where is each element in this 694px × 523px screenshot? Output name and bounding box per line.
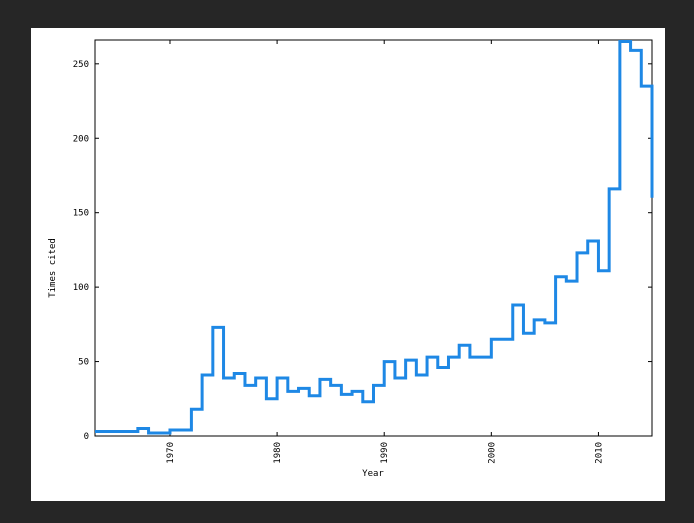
y-tick-label: 50 (78, 358, 89, 368)
y-tick-label: 200 (73, 134, 89, 144)
x-axis: 1970 1980 1990 2000 2010 (166, 40, 604, 464)
y-axis-title: Times cited (48, 238, 58, 298)
x-tick-label: 1970 (166, 442, 176, 464)
chart-frame: 0 50 100 150 200 250 1970 1980 1990 2000 2010 Yea… (31, 28, 665, 501)
plot-area (94, 39, 653, 437)
x-tick-label: 1990 (380, 442, 390, 464)
y-tick-label: 250 (73, 60, 89, 70)
x-axis-title: Year (362, 469, 384, 479)
y-tick-label: 100 (73, 283, 89, 293)
series-line (95, 39, 654, 435)
x-tick-label: 2000 (487, 442, 497, 464)
times-cited-chart: 0 50 100 150 200 250 1970 1980 1990 2000 2010 Yea… (48, 39, 654, 479)
y-tick-label: 150 (73, 209, 89, 219)
x-tick-label: 2010 (594, 442, 604, 464)
x-tick-label: 1980 (273, 442, 283, 464)
y-tick-label: 0 (84, 432, 89, 442)
